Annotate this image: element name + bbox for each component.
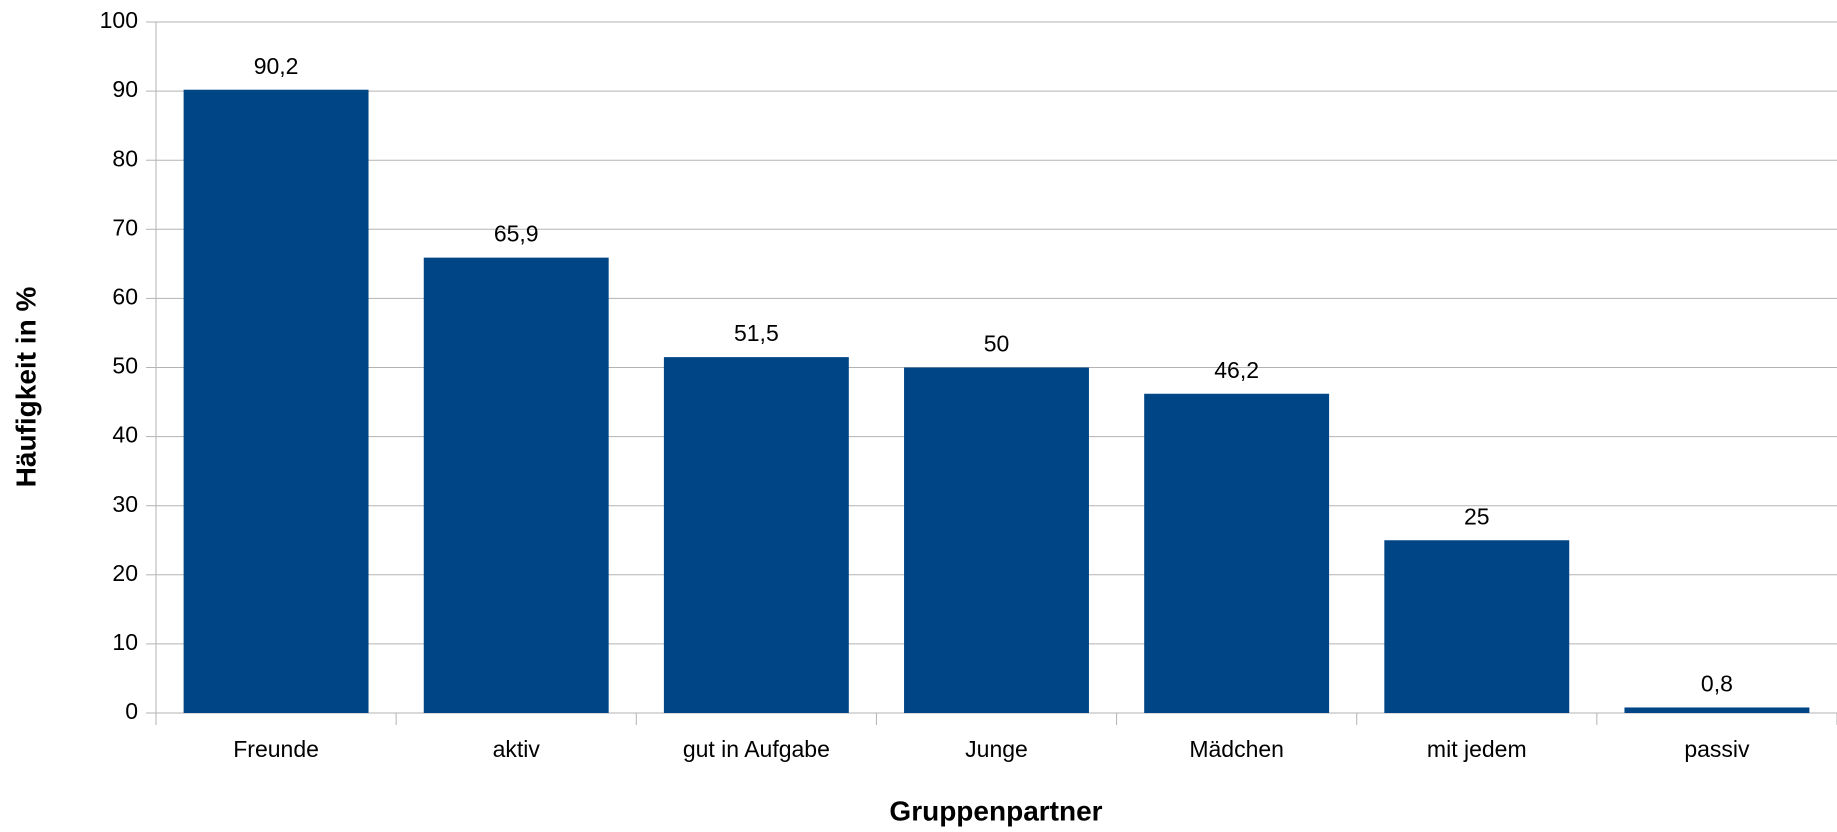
y-tick-label: 30 — [112, 491, 138, 517]
x-axis-title: Gruppenpartner — [889, 795, 1102, 826]
value-label: 90,2 — [254, 53, 299, 79]
bar — [423, 257, 609, 713]
y-tick-label: 50 — [112, 353, 138, 379]
y-tick-label: 20 — [112, 560, 138, 586]
x-tick-label: aktiv — [493, 736, 541, 762]
value-label: 46,2 — [1214, 357, 1259, 383]
y-tick-label: 70 — [112, 214, 138, 240]
bar — [663, 357, 849, 713]
bar — [183, 89, 369, 713]
value-label: 51,5 — [734, 320, 779, 346]
y-axis-title: Häufigkeit in % — [10, 287, 41, 488]
bar — [1624, 707, 1810, 713]
x-tick-label: Freunde — [233, 736, 319, 762]
y-tick-label: 40 — [112, 422, 138, 448]
x-tick-label: Mädchen — [1189, 736, 1284, 762]
x-tick-label: mit jedem — [1427, 736, 1527, 762]
y-tick-label: 90 — [112, 76, 138, 102]
y-tick-label: 10 — [112, 629, 138, 655]
y-tick-label: 60 — [112, 283, 138, 309]
value-label: 50 — [984, 331, 1010, 357]
bar — [904, 367, 1089, 713]
x-tick-label: passiv — [1684, 736, 1750, 762]
bar — [1144, 393, 1330, 713]
x-tick-label: Junge — [965, 736, 1028, 762]
bar — [1384, 540, 1570, 713]
y-tick-label: 0 — [125, 698, 138, 724]
value-label: 0,8 — [1701, 671, 1733, 697]
x-tick-label: gut in Aufgabe — [683, 736, 830, 762]
value-label: 25 — [1464, 503, 1490, 529]
y-tick-label: 80 — [112, 145, 138, 171]
value-label: 65,9 — [494, 221, 539, 247]
y-tick-label: 100 — [100, 7, 138, 33]
